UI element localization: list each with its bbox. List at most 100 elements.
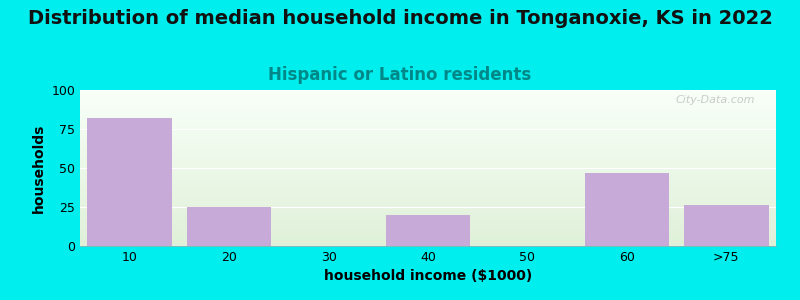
Bar bbox=[80, 127, 776, 128]
Bar bbox=[80, 157, 776, 158]
Bar bbox=[80, 213, 776, 214]
Bar bbox=[80, 124, 776, 125]
Bar bbox=[80, 239, 776, 240]
Bar bbox=[80, 138, 776, 139]
Bar bbox=[80, 235, 776, 236]
Bar bbox=[80, 230, 776, 231]
Bar bbox=[80, 233, 776, 234]
Bar bbox=[80, 120, 776, 121]
Bar bbox=[80, 96, 776, 97]
Bar bbox=[80, 102, 776, 103]
Bar bbox=[80, 156, 776, 157]
Bar bbox=[80, 185, 776, 186]
Bar bbox=[80, 180, 776, 181]
Bar bbox=[80, 211, 776, 212]
Bar bbox=[80, 153, 776, 154]
Bar bbox=[80, 245, 776, 246]
Bar bbox=[80, 202, 776, 203]
Bar bbox=[80, 168, 776, 169]
Bar bbox=[80, 179, 776, 180]
Bar bbox=[80, 165, 776, 166]
Bar bbox=[80, 167, 776, 168]
Bar bbox=[80, 182, 776, 183]
Bar bbox=[80, 141, 776, 142]
Bar bbox=[80, 204, 776, 205]
Bar bbox=[80, 161, 776, 162]
Bar bbox=[80, 169, 776, 170]
Bar bbox=[80, 174, 776, 175]
Bar bbox=[80, 181, 776, 182]
Bar bbox=[80, 163, 776, 164]
Bar bbox=[80, 184, 776, 185]
Bar bbox=[80, 160, 776, 161]
Bar bbox=[80, 115, 776, 116]
Bar bbox=[80, 158, 776, 159]
Bar bbox=[80, 142, 776, 143]
Bar bbox=[80, 146, 776, 147]
Bar bbox=[80, 244, 776, 245]
Bar bbox=[80, 97, 776, 98]
Bar bbox=[80, 103, 776, 104]
Bar bbox=[80, 215, 776, 216]
Bar bbox=[80, 194, 776, 195]
Bar bbox=[80, 152, 776, 153]
Bar bbox=[80, 205, 776, 206]
Bar bbox=[80, 203, 776, 204]
Bar bbox=[80, 171, 776, 172]
X-axis label: household income ($1000): household income ($1000) bbox=[324, 269, 532, 284]
Bar bbox=[80, 200, 776, 201]
Bar bbox=[80, 136, 776, 137]
Bar bbox=[80, 151, 776, 152]
Bar bbox=[80, 234, 776, 235]
Bar bbox=[80, 229, 776, 230]
Bar bbox=[80, 223, 776, 224]
Bar bbox=[80, 164, 776, 165]
Bar bbox=[80, 218, 776, 219]
Bar bbox=[80, 118, 776, 119]
Bar bbox=[80, 216, 776, 217]
Bar bbox=[80, 119, 776, 120]
Bar bbox=[80, 191, 776, 192]
Bar bbox=[80, 201, 776, 202]
Bar bbox=[80, 175, 776, 176]
Bar bbox=[80, 126, 776, 127]
Bar bbox=[80, 139, 776, 140]
Bar bbox=[80, 148, 776, 149]
Y-axis label: households: households bbox=[32, 123, 46, 213]
Bar bbox=[80, 243, 776, 244]
Bar bbox=[80, 231, 776, 232]
Bar bbox=[80, 214, 776, 215]
Bar bbox=[80, 107, 776, 108]
Bar bbox=[80, 193, 776, 194]
Bar bbox=[585, 173, 669, 246]
Bar bbox=[80, 94, 776, 95]
Bar bbox=[80, 222, 776, 223]
Bar bbox=[80, 192, 776, 193]
Bar bbox=[80, 109, 776, 110]
Bar bbox=[80, 232, 776, 233]
Bar bbox=[80, 108, 776, 109]
Bar bbox=[80, 112, 776, 113]
Bar bbox=[80, 106, 776, 107]
Bar bbox=[80, 122, 776, 123]
Bar bbox=[80, 123, 776, 124]
Bar bbox=[80, 98, 776, 99]
Bar bbox=[80, 212, 776, 213]
Bar bbox=[80, 198, 776, 199]
Bar bbox=[80, 130, 776, 131]
Bar bbox=[80, 100, 776, 101]
Bar bbox=[80, 132, 776, 133]
Bar bbox=[80, 117, 776, 118]
Bar bbox=[80, 221, 776, 222]
Bar bbox=[80, 196, 776, 197]
Bar bbox=[80, 150, 776, 151]
Bar bbox=[80, 217, 776, 218]
Text: Hispanic or Latino residents: Hispanic or Latino residents bbox=[268, 66, 532, 84]
Bar bbox=[80, 220, 776, 221]
Bar bbox=[80, 135, 776, 136]
Bar bbox=[80, 90, 776, 91]
Bar bbox=[80, 210, 776, 211]
Bar bbox=[80, 237, 776, 238]
Bar bbox=[80, 105, 776, 106]
Bar bbox=[80, 241, 776, 242]
